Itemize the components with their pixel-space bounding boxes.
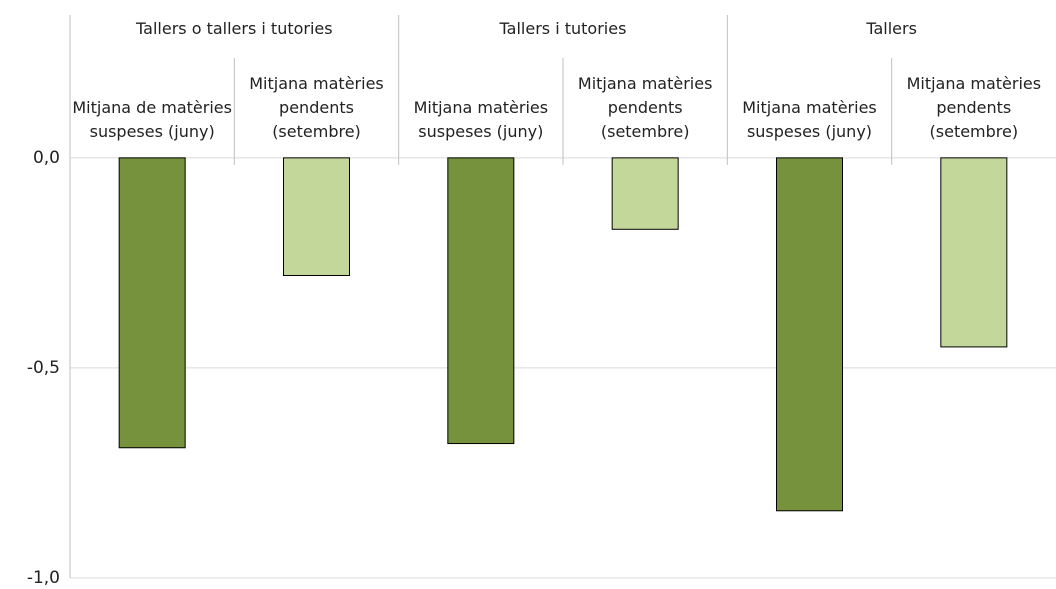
bar [447, 157, 515, 445]
y-tick-label: 0,0 [33, 148, 60, 168]
group-label: Tallers o tallers i tutories [136, 19, 333, 38]
x-tick-label: Mitjana matèries suspeses (juny) [742, 98, 877, 141]
x-tick-label: Mitjana matèries pendents (setembre) [249, 74, 384, 141]
y-tick-label: -0,5 [27, 358, 60, 378]
bar [283, 157, 350, 276]
bar [776, 157, 843, 512]
bar [611, 157, 679, 230]
group-label: Tallers [866, 19, 917, 38]
x-tick-label: Mitjana matèries pendents (setembre) [577, 74, 713, 141]
bar [118, 157, 186, 449]
bar [940, 157, 1008, 348]
x-tick-label: Mitjana matèries pendents (setembre) [906, 74, 1042, 141]
x-tick-label: Mitjana de matèries suspeses (juny) [72, 98, 232, 141]
y-tick-label: -1,0 [27, 568, 60, 588]
x-tick-label: Mitjana matèries suspeses (juny) [413, 98, 549, 141]
group-label: Tallers i tutories [499, 19, 627, 38]
